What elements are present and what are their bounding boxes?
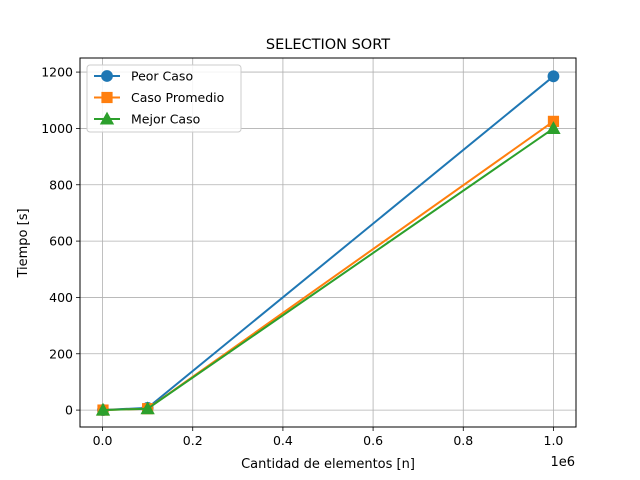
y-tick-label: 1000 — [41, 121, 73, 136]
legend-label-mejor-caso: Mejor Caso — [131, 112, 200, 127]
x-tick-label: 0.8 — [453, 433, 473, 448]
y-tick-label: 400 — [49, 290, 73, 305]
legend-box — [86, 64, 242, 133]
x-axis: 0.0 0.2 0.4 0.6 0.8 1.0 — [93, 427, 564, 448]
chart-title: SELECTION SORT — [266, 37, 390, 53]
plot-frame — [79, 57, 577, 428]
legend-marker-caso-promedio — [101, 91, 113, 104]
series-layer — [95, 70, 561, 416]
x-tick-label: 0.2 — [183, 433, 203, 448]
legend-label-peor-caso: Peor Caso — [131, 69, 193, 84]
data-point-mejor-caso — [140, 401, 155, 415]
y-tick-label: 800 — [49, 177, 73, 192]
legend: Peor Caso Caso Promedio Mejor Caso — [86, 64, 242, 133]
x-axis-label: Cantidad de elementos [n] — [241, 457, 415, 472]
x-axis-offset-label: 1e6 — [550, 455, 575, 470]
y-tick-label: 1200 — [41, 65, 73, 80]
data-point-mejor-caso — [95, 402, 111, 416]
x-tick-label: 1.0 — [544, 433, 564, 448]
y-tick-label: 600 — [49, 234, 73, 249]
y-tick-label: 200 — [49, 346, 73, 361]
legend-label-caso-promedio: Caso Promedio — [131, 90, 224, 105]
x-tick-label: 0.0 — [93, 433, 113, 448]
legend-marker-peor-caso — [101, 70, 113, 82]
grid — [80, 58, 576, 427]
data-point-mejor-caso — [546, 121, 561, 134]
y-axis: 0 200 400 600 800 1000 1200 — [41, 65, 80, 418]
x-tick-label: 0.4 — [273, 433, 293, 448]
x-tick-label: 0.6 — [363, 433, 383, 448]
y-tick-label: 0 — [65, 403, 73, 418]
data-point-peor-caso — [547, 70, 560, 83]
y-axis-label: Tiempo [s] — [16, 208, 31, 278]
legend-marker-mejor-caso — [99, 111, 115, 125]
